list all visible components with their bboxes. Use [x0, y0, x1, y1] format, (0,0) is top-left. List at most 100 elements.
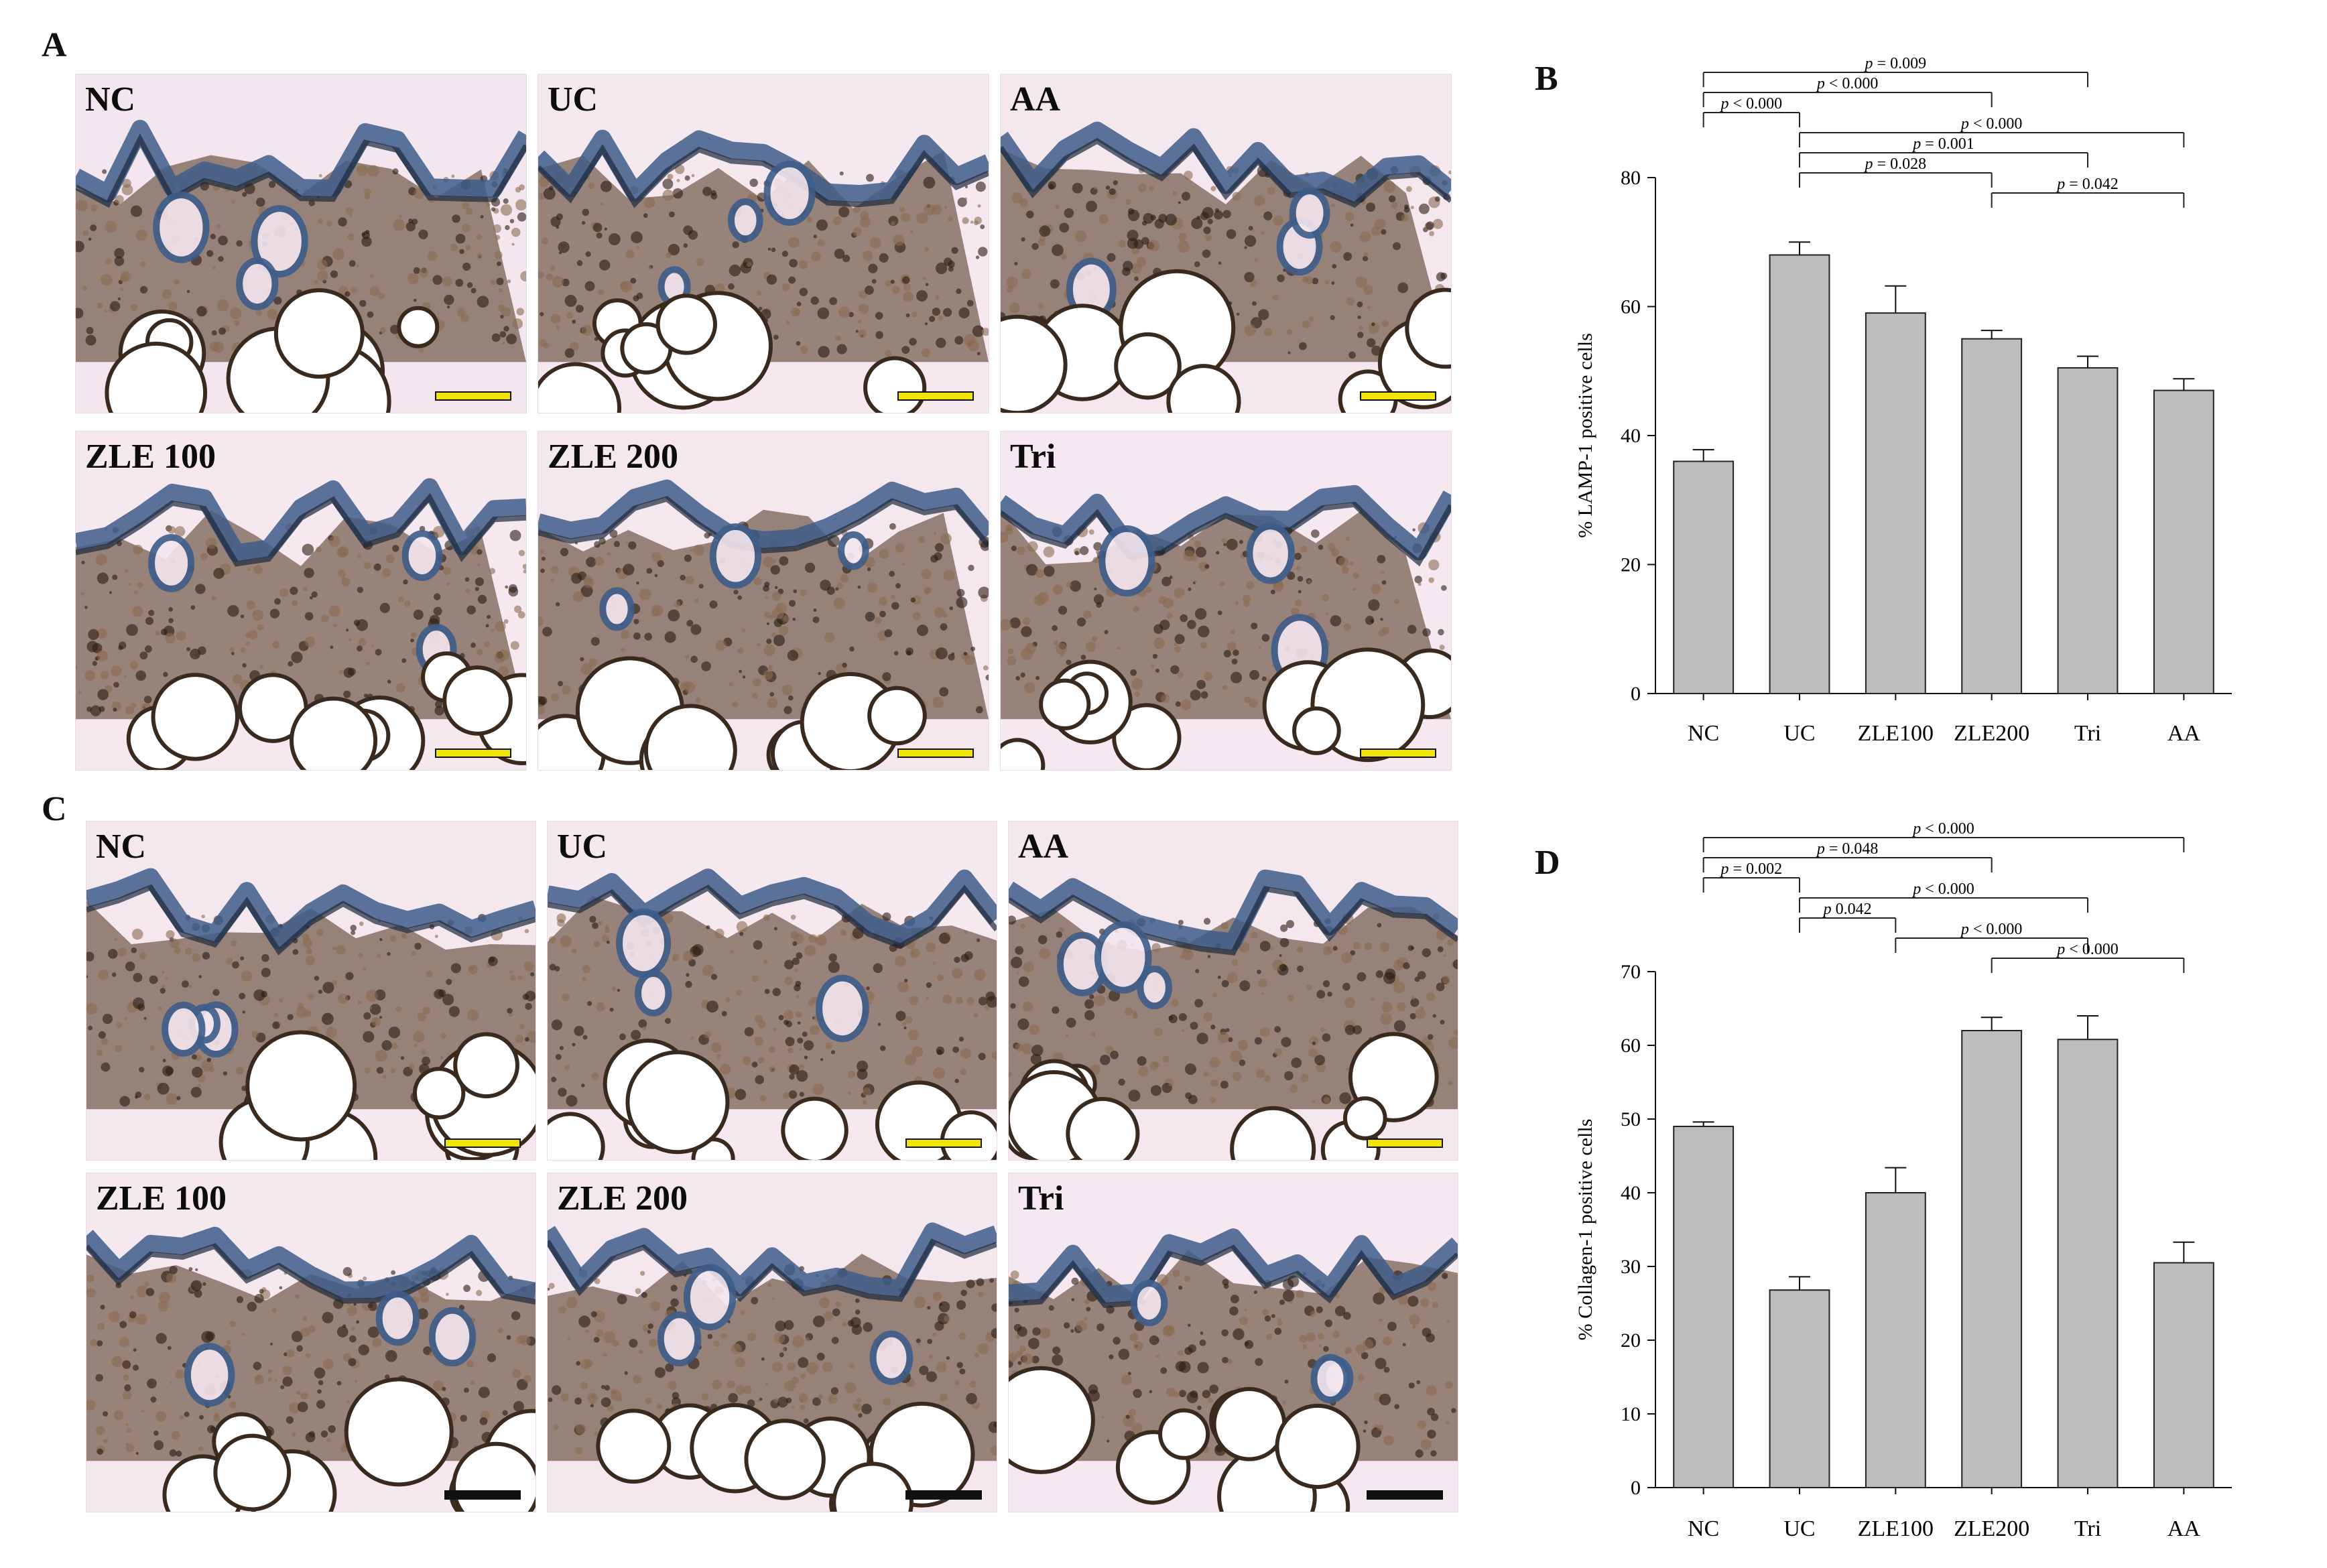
chart-d-svg: 0 10 20 30 40 50 60 70 % Collagen-1 positive cel… — [1574, 820, 2232, 1541]
x-tick-label: UC — [1783, 721, 1815, 746]
x-tick-label: NC — [1688, 1516, 1719, 1541]
x-tick-label: Tri — [2074, 1516, 2101, 1541]
p-value-label: p < 0.000 — [2056, 941, 2119, 958]
p-value-label: p < 0.000 — [1960, 921, 2023, 938]
significance-bracket: p < 0.000 — [1799, 115, 2185, 147]
micrograph-label: NC — [96, 828, 147, 866]
bar-nc — [1673, 1126, 1735, 1488]
c-micrograph-uc: UC — [547, 821, 997, 1161]
significance-bracket: p = 0.048 — [1702, 840, 1993, 872]
p-value-label: p = 0.048 — [1816, 840, 1879, 858]
p-value-label: p = 0.001 — [1911, 135, 1974, 153]
bar-nc — [1673, 460, 1735, 694]
c-micrograph-zle-200: ZLE 200 — [547, 1173, 997, 1512]
y-tick-label: 10 — [1621, 1403, 1641, 1425]
micrograph-label: UC — [548, 80, 599, 119]
p-value-label: p < 0.000 — [1720, 95, 1783, 113]
bar-zle200 — [1961, 1030, 2023, 1488]
bar-tri — [2057, 367, 2119, 694]
c-micrograph-zle-100: ZLE 100 — [86, 1173, 536, 1512]
chart-b: 0 20 40 60 80 % LAMP-1 positive cells NC UC ZLE1… — [1474, 47, 2312, 771]
x-tick-label: Tri — [2074, 721, 2101, 746]
p-value-label: p < 0.000 — [1911, 820, 1974, 838]
tissue-image — [76, 478, 526, 770]
micrograph-label: ZLE 200 — [557, 1179, 688, 1218]
y-tick-label: 20 — [1621, 1329, 1641, 1352]
a-micrograph-uc: UC — [538, 74, 989, 413]
c-micrograph-nc: NC — [86, 821, 536, 1161]
bar-aa — [2153, 1262, 2214, 1488]
scale-bar — [435, 748, 511, 758]
significance-bracket: p = 0.042 — [1991, 176, 2185, 208]
micrograph-label: Tri — [1018, 1179, 1064, 1218]
bar-zle100 — [1865, 312, 1926, 694]
significance-bracket: p < 0.000 — [1702, 75, 1993, 107]
p-value-label: p < 0.000 — [1816, 75, 1879, 92]
tissue-image — [76, 119, 526, 413]
y-tick-label: 0 — [1631, 683, 1641, 705]
bar-zle200 — [1961, 338, 2023, 694]
scale-bar — [444, 1138, 521, 1148]
scale-bar — [1367, 1490, 1443, 1500]
scale-bar — [905, 1490, 982, 1500]
micrograph-label: ZLE 100 — [85, 438, 216, 476]
scale-bar — [1360, 748, 1436, 758]
bar-uc — [1769, 1289, 1830, 1488]
tissue-image — [1009, 1228, 1458, 1512]
p-value-label: p = 0.028 — [1864, 155, 1927, 173]
y-tick-label: 50 — [1621, 1108, 1641, 1130]
micrograph-label: NC — [85, 80, 136, 119]
x-tick-label: UC — [1783, 1516, 1815, 1541]
scale-bar — [1360, 391, 1436, 401]
a-micrograph-zle-100: ZLE 100 — [75, 431, 527, 771]
micrograph-label: ZLE 200 — [548, 438, 679, 476]
y-tick-label: 60 — [1621, 1035, 1641, 1057]
micrograph-label: ZLE 100 — [96, 1179, 227, 1218]
scale-bar — [897, 391, 974, 401]
y-axis-label: % Collagen-1 positive cells — [1574, 1119, 1596, 1341]
scale-bar — [1367, 1138, 1443, 1148]
tissue-image — [538, 129, 989, 413]
y-tick-label: 30 — [1621, 1256, 1641, 1278]
x-tick-label: ZLE200 — [1954, 721, 2029, 746]
tissue-image — [538, 479, 989, 770]
a-micrograph-tri: Tri — [1000, 431, 1452, 771]
c-micrograph-aa: AA — [1008, 821, 1458, 1161]
micrograph-label: UC — [557, 828, 608, 866]
tissue-image — [86, 868, 536, 1160]
significance-bracket: p = 0.009 — [1702, 55, 2088, 87]
tissue-image — [548, 1222, 997, 1512]
a-micrograph-nc: NC — [75, 74, 527, 413]
x-tick-label: AA — [2167, 721, 2201, 746]
chart-b-svg: 0 20 40 60 80 % LAMP-1 positive cells NC UC ZLE1… — [1574, 55, 2232, 746]
a-micrograph-zle-200: ZLE 200 — [538, 431, 989, 771]
tissue-image — [1001, 121, 1451, 413]
c-micrograph-tri: Tri — [1008, 1173, 1458, 1512]
y-tick-label: 20 — [1621, 554, 1641, 576]
x-tick-label: ZLE100 — [1858, 721, 1934, 746]
panel-letter-d: D — [1535, 844, 1560, 882]
x-tick-label: NC — [1688, 721, 1719, 746]
significance-bracket: p = 0.001 — [1799, 135, 2088, 168]
significance-bracket: p = 0.002 — [1702, 860, 1800, 893]
micrograph-label: AA — [1018, 828, 1069, 866]
bar-tri — [2057, 1039, 2119, 1488]
significance-bracket: p < 0.000 — [1895, 921, 2088, 953]
tissue-image — [548, 868, 997, 1160]
a-micrograph-aa: AA — [1000, 74, 1452, 413]
bar-uc — [1769, 254, 1830, 694]
significance-bracket: p 0.042 — [1799, 901, 1897, 933]
p-value-label: p = 0.042 — [2056, 176, 2119, 193]
p-value-label: p = 0.009 — [1864, 55, 1927, 72]
significance-bracket: p < 0.000 — [1702, 820, 2185, 852]
significance-bracket: p < 0.000 — [1991, 941, 2185, 973]
significance-bracket: p < 0.000 — [1799, 880, 2088, 913]
tissue-image — [86, 1226, 536, 1512]
panel-letter-b: B — [1535, 60, 1558, 98]
micrograph-label: Tri — [1010, 438, 1056, 476]
scale-bar — [444, 1490, 521, 1500]
panel-letter-a: A — [42, 26, 67, 64]
chart-d: 0 10 20 30 40 50 60 70 % Collagen-1 positive cel… — [1474, 818, 2312, 1561]
y-tick-label: 70 — [1621, 961, 1641, 983]
p-value-label: p < 0.000 — [1911, 880, 1974, 898]
